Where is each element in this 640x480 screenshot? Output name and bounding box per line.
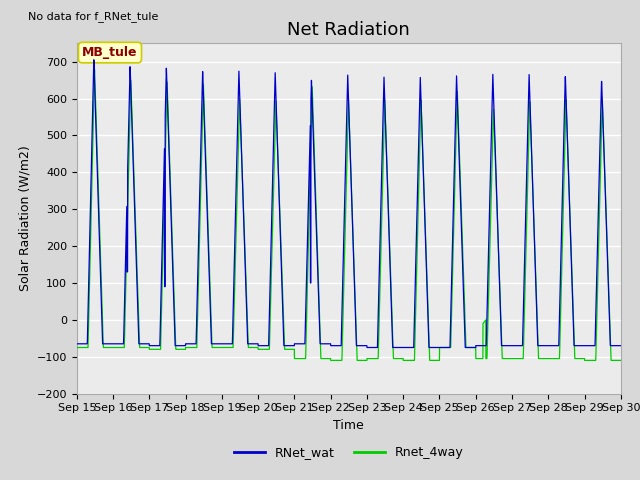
Legend: RNet_wat, Rnet_4way: RNet_wat, Rnet_4way xyxy=(229,442,468,465)
Rnet_4way xyxy=(171,312,179,317)
X-axis label: Time: Time xyxy=(333,419,364,432)
Title: Net Radiation: Net Radiation xyxy=(287,21,410,39)
RNet_wat xyxy=(616,343,624,348)
RNet_wat xyxy=(90,57,98,63)
RNet_wat xyxy=(171,329,179,335)
Rnet_4way xyxy=(617,358,625,363)
Rnet_4way xyxy=(91,67,99,72)
Rnet_4way xyxy=(471,345,479,350)
Rnet_4way xyxy=(73,345,81,350)
Text: MB_tule: MB_tule xyxy=(82,46,138,59)
RNet_wat xyxy=(329,343,337,348)
Rnet_4way xyxy=(616,358,624,363)
Line: Rnet_4way: Rnet_4way xyxy=(77,70,621,360)
Rnet_4way xyxy=(327,358,335,363)
RNet_wat xyxy=(617,343,625,348)
RNet_wat xyxy=(441,345,449,350)
Rnet_4way xyxy=(502,356,509,361)
RNet_wat xyxy=(73,341,81,347)
Y-axis label: Solar Radiation (W/m2): Solar Radiation (W/m2) xyxy=(18,145,31,291)
RNet_wat xyxy=(363,345,371,350)
RNet_wat xyxy=(471,345,479,350)
Text: No data for f_RNet_tule: No data for f_RNet_tule xyxy=(28,11,158,22)
Rnet_4way xyxy=(441,345,449,350)
RNet_wat xyxy=(502,343,509,348)
Line: RNet_wat: RNet_wat xyxy=(77,60,621,348)
Rnet_4way xyxy=(329,358,337,363)
